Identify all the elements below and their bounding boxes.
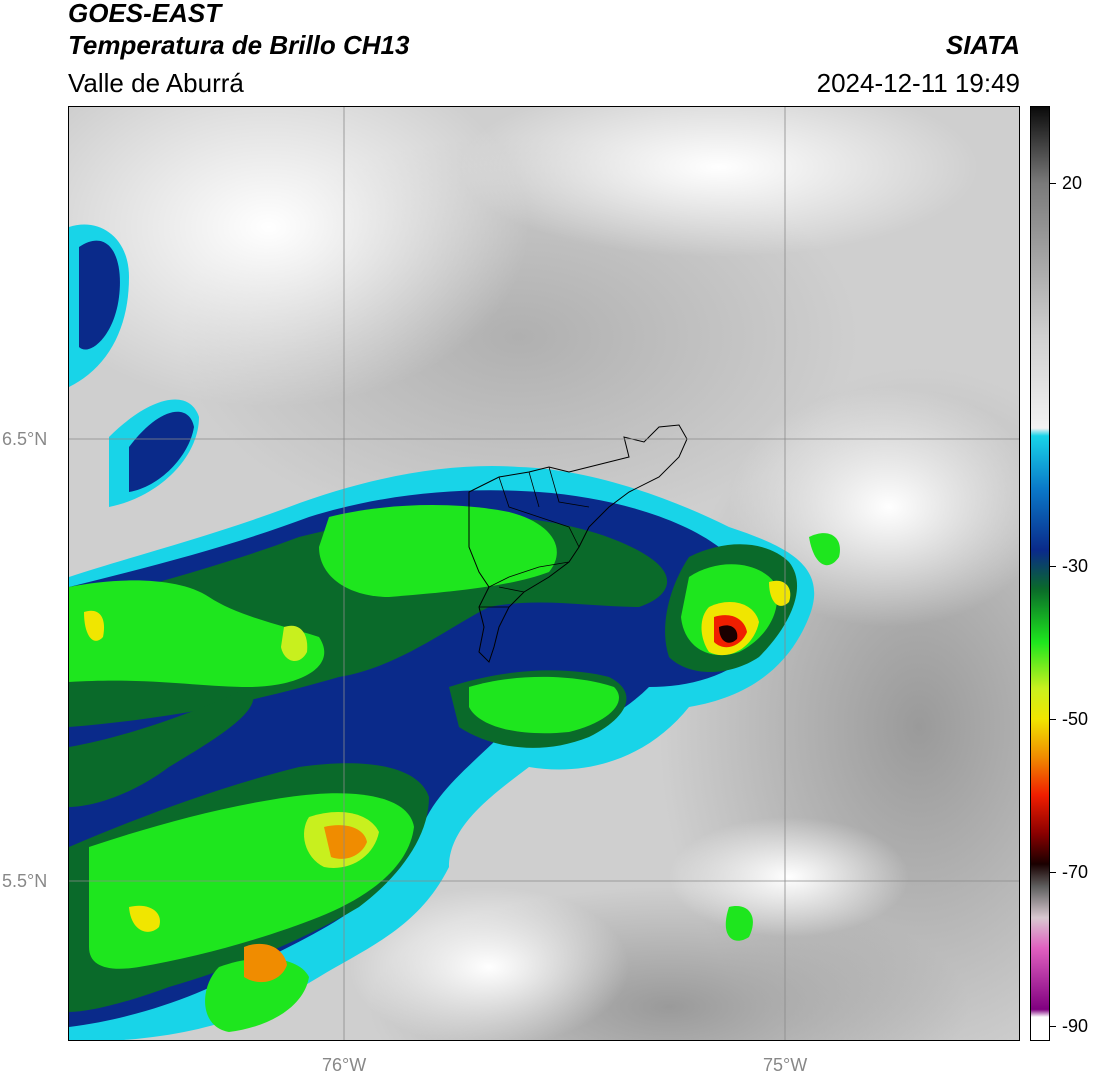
region-subtitle: Valle de Aburrá [68,68,244,98]
colorbar-tick-label: -50 [1062,709,1089,730]
colorbar-tick-label: -30 [1062,555,1089,576]
map-imagery [69,107,1019,1040]
colorbar-tick-label: -70 [1062,862,1089,883]
colorbar-tick [1050,565,1056,567]
lat-label-6-5n: 6.5°N [2,429,48,449]
satellite-title: GOES-EAST [68,0,222,28]
organization-label: SIATA [945,30,1020,60]
satellite-map [68,106,1020,1041]
colorbar-tick-label: 20 [1062,172,1083,193]
colorbar-tick [1050,1025,1056,1027]
lat-label-5-5n: 5.5°N [2,871,48,891]
datetime-label: 2024-12-11 19:49 [816,68,1020,98]
colorbar-tick [1050,719,1056,721]
colorbar [1030,106,1050,1041]
lon-label-75w: 75°W [763,1055,808,1075]
product-title: Temperatura de Brillo CH13 [68,30,410,60]
colorbar-tick-label: -90 [1062,1015,1089,1036]
colorbar-tick [1050,872,1056,874]
lon-label-76w: 76°W [322,1055,367,1075]
colorbar-tick [1050,182,1056,184]
